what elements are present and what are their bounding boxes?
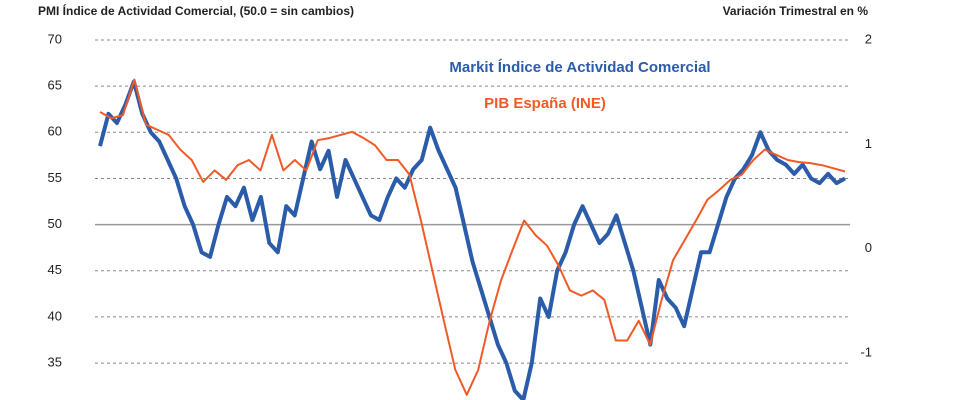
y-tick-label: 60 [48,124,62,139]
y-tick-label: 35 [48,355,62,370]
data-line [98,79,846,400]
y-tick-label: 70 [48,31,62,46]
y-tick-label: 50 [48,216,62,231]
chart-title: PMI Índice de Actividad Comercial, (50.0… [38,3,354,18]
y2-tick-label: 0 [865,240,872,255]
y2-tick-label: 1 [865,136,872,151]
y2-axis-title: Variación Trimestral en % [723,4,869,18]
y-tick-label: 45 [48,262,62,277]
data-line [99,78,846,396]
y2-tick-label: 2 [865,31,872,46]
series-label: PIB España (INE) [484,95,606,112]
y2-tick-label: -1 [860,344,872,359]
y-tick-label: 55 [48,170,62,185]
series-label: Markit Índice de Actividad Comercial [449,59,710,76]
y-tick-label: 65 [48,78,62,93]
y-tick-label: 40 [48,308,62,323]
